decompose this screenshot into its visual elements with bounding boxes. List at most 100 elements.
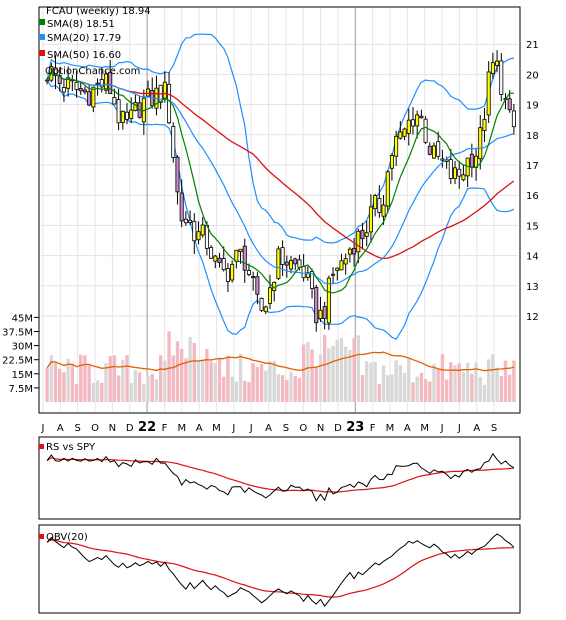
- candle-body: [238, 248, 243, 252]
- candle-body: [162, 81, 167, 99]
- volume-tick-label: 7.5M: [8, 384, 33, 395]
- volume-bar: [453, 365, 457, 402]
- symbol-label: FCAU (weekly) 18.94: [46, 6, 151, 17]
- candle-body: [419, 115, 424, 119]
- volume-bar: [171, 355, 175, 402]
- candle-body: [82, 89, 87, 93]
- candle-body: [217, 257, 222, 263]
- volume-bar: [238, 353, 243, 402]
- candle-body: [289, 260, 294, 270]
- volume-bar: [499, 375, 503, 402]
- volume-bar: [285, 379, 289, 402]
- volume-bar: [74, 383, 79, 402]
- candle-body: [364, 232, 369, 237]
- price-candles: [45, 50, 516, 332]
- x-tick-label: 22: [138, 420, 156, 435]
- legend-sma8: SMA(8) 18.51: [47, 19, 115, 30]
- candle-body: [507, 98, 512, 111]
- volume-bar: [365, 361, 369, 402]
- volume-tick-label: 45M: [12, 313, 33, 324]
- candle-body: [171, 126, 176, 158]
- obv-lines: [46, 533, 515, 607]
- candle-body: [125, 111, 130, 120]
- price-tick-label: 19: [526, 101, 539, 112]
- obv-sma-line: [46, 539, 514, 598]
- candle-body: [415, 114, 420, 127]
- volume-bar: [209, 361, 213, 402]
- candle-body: [209, 247, 214, 259]
- watermark: OptionChance.com: [45, 66, 140, 77]
- candle-body: [234, 249, 239, 262]
- price-tick-label: 16: [526, 191, 539, 202]
- volume-bar: [512, 360, 516, 402]
- price-tick-label: 21: [526, 40, 539, 51]
- candle-body: [310, 271, 315, 289]
- candle-body: [263, 306, 268, 313]
- candle-body: [280, 247, 285, 265]
- x-tick-label: J: [440, 423, 444, 434]
- candle-body: [230, 263, 235, 281]
- volume-bar: [276, 374, 281, 402]
- candle-body: [318, 309, 323, 319]
- candle-body: [339, 260, 344, 271]
- volume-bar: [129, 382, 133, 402]
- volume-tick-label: 22.5M: [2, 356, 33, 367]
- x-axis-labels: J A S O N D 22 F M A M J J A S O N D 23 F M A M J J A S: [41, 420, 498, 435]
- candle-body: [45, 79, 50, 82]
- volume-bar: [356, 335, 360, 402]
- candle-body: [373, 195, 378, 210]
- bollinger-bands: [46, 33, 515, 340]
- candle-body: [120, 110, 125, 123]
- x-tick-label: S: [283, 423, 289, 434]
- x-tick-label: A: [473, 423, 480, 434]
- obv-panel-label: OBV(20): [46, 532, 88, 543]
- rs-panel-frame: [38, 436, 521, 520]
- sma8-line: [46, 72, 514, 294]
- sma20-line: [46, 72, 515, 285]
- legend-sma20: SMA(20) 17.79: [47, 33, 121, 44]
- x-tick-label: S: [75, 423, 81, 434]
- volume-bar: [268, 361, 272, 402]
- obv-panel-frame: [38, 524, 521, 614]
- x-tick-label: A: [57, 423, 64, 434]
- candle-body: [175, 156, 180, 193]
- candle-body: [389, 154, 394, 169]
- volume-bar: [398, 364, 403, 402]
- candle-body: [343, 258, 348, 265]
- candle-body: [453, 167, 458, 179]
- candle-body: [297, 259, 302, 268]
- x-tick-label: M: [386, 423, 395, 434]
- volume-bar: [116, 375, 121, 402]
- volume-bar: [255, 366, 260, 402]
- x-tick-label: J: [231, 423, 235, 434]
- candle-body: [293, 258, 298, 265]
- volume-bar: [293, 375, 297, 402]
- x-tick-label: 23: [346, 420, 364, 435]
- candle-body: [129, 109, 134, 119]
- candle-body: [192, 220, 197, 242]
- x-tick-label: F: [162, 423, 168, 434]
- candle-body: [255, 276, 260, 295]
- volume-bar: [230, 376, 234, 402]
- candle-body: [196, 231, 201, 241]
- candle-body: [490, 62, 495, 74]
- candle-body: [394, 135, 399, 157]
- volume-bar: [318, 354, 323, 402]
- volume-bar: [121, 360, 125, 402]
- volume-bar: [360, 375, 365, 402]
- volume-axis: 7.5M 15M 22.5M 30M 37.5M 45M: [2, 313, 39, 395]
- price-tick-label: 15: [526, 221, 539, 232]
- legend-swatch-sma50: [39, 50, 45, 56]
- candle-body: [331, 273, 336, 276]
- volume-bar: [150, 374, 154, 402]
- candle-body: [427, 145, 432, 155]
- candle-body: [146, 88, 151, 97]
- volume-bar: [339, 337, 344, 402]
- volume-bar: [415, 376, 419, 402]
- x-tick-label: D: [334, 423, 342, 434]
- volume-sma-line: [46, 351, 515, 372]
- legend-swatch-sma20: [39, 34, 45, 40]
- candle-body: [103, 73, 108, 91]
- volume-bar: [70, 364, 75, 402]
